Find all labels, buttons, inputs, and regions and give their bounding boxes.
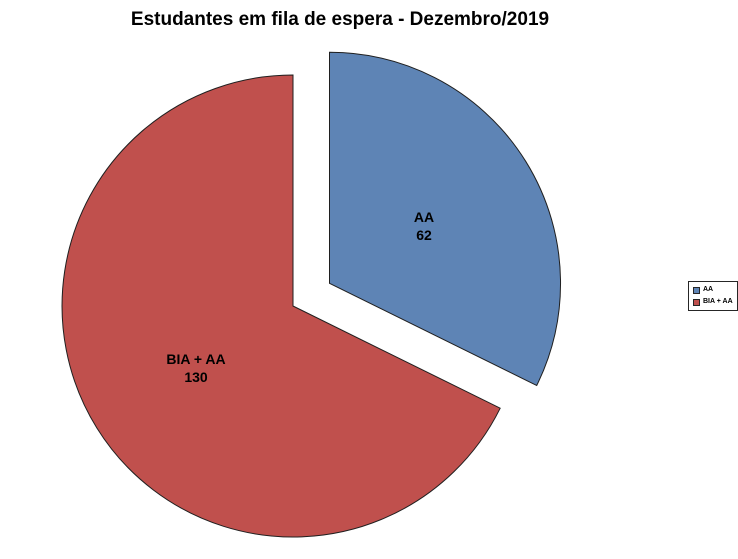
data-label-aa-value: 62 [416, 227, 432, 243]
data-label-aa-name: AA [413, 209, 435, 225]
legend-marker-aa-icon [693, 286, 700, 294]
legend-marker-bia-aa-icon [693, 298, 700, 306]
legend-item-aa[interactable]: AA [693, 286, 733, 294]
data-label-bia-aa-value: 130 [184, 369, 208, 385]
legend-item-bia-aa[interactable]: BIA + AA [693, 298, 733, 306]
legend-item-bia-aa-label: BIA + AA [703, 298, 733, 305]
legend-item-aa-label: AA [703, 286, 714, 293]
data-label-bia-aa-name: BIA + AA [166, 351, 226, 367]
pie-slice-aa[interactable] [329, 51, 561, 387]
data-label-bia-aa: BIA + AA 130 [136, 350, 256, 386]
data-label-aa: AA 62 [374, 208, 474, 244]
chart-title: Estudantes em fila de espera - Dezembro/… [130, 9, 550, 30]
pie-slice-bia-aa[interactable] [61, 74, 501, 538]
chart-legend[interactable]: AA BIA + AA [688, 281, 738, 311]
